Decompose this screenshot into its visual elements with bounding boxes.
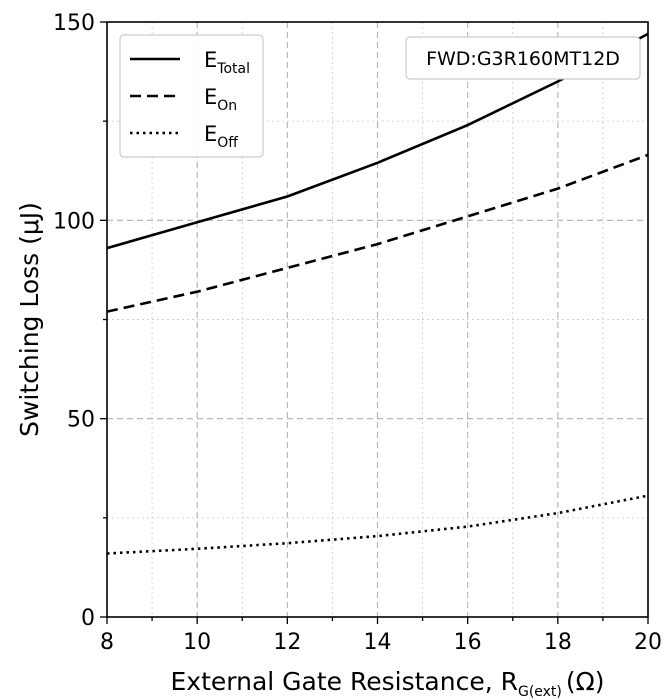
y-axis-title: Switching Loss (μJ): [15, 202, 44, 437]
x-tick-label: 10: [183, 630, 211, 655]
x-axis-title-main: External Gate Resistance, R: [170, 667, 517, 696]
legend: ETotal EOn EOff: [119, 34, 264, 158]
legend-label-off: EOff: [204, 122, 238, 151]
x-tick-label: 8: [100, 630, 114, 655]
y-tick-label: 100: [53, 209, 95, 234]
x-tick-label: 14: [364, 630, 392, 655]
series-line-total: [106, 32, 649, 250]
series-lines: [106, 32, 649, 555]
series-line-on: [106, 153, 649, 313]
y-tick-label: 150: [53, 11, 95, 36]
x-tick-label: 20: [634, 630, 662, 655]
legend-label-on: EOn: [204, 85, 237, 114]
x-axis-title-unit: (Ω): [566, 667, 605, 696]
annotation-box: [405, 36, 641, 80]
annotation-text: FWD:G3R160MT12D: [426, 48, 620, 70]
x-tick-label: 16: [454, 630, 482, 655]
x-axis-title: External Gate Resistance, RG(ext) (Ω): [170, 667, 604, 700]
x-axis-title-sub: G(ext): [518, 684, 562, 700]
x-tick-label: 18: [544, 630, 572, 655]
legend-label-total: ETotal: [204, 48, 250, 77]
y-tick-label: 50: [67, 408, 95, 433]
x-tick-label: 12: [273, 630, 301, 655]
axis-ticks: 8 10 12 14 16 18 20 0 50 100 150: [53, 11, 662, 655]
device-annotation: FWD:G3R160MT12D: [405, 36, 641, 80]
legend-box: [119, 34, 264, 158]
y-tick-label: 0: [81, 606, 95, 631]
